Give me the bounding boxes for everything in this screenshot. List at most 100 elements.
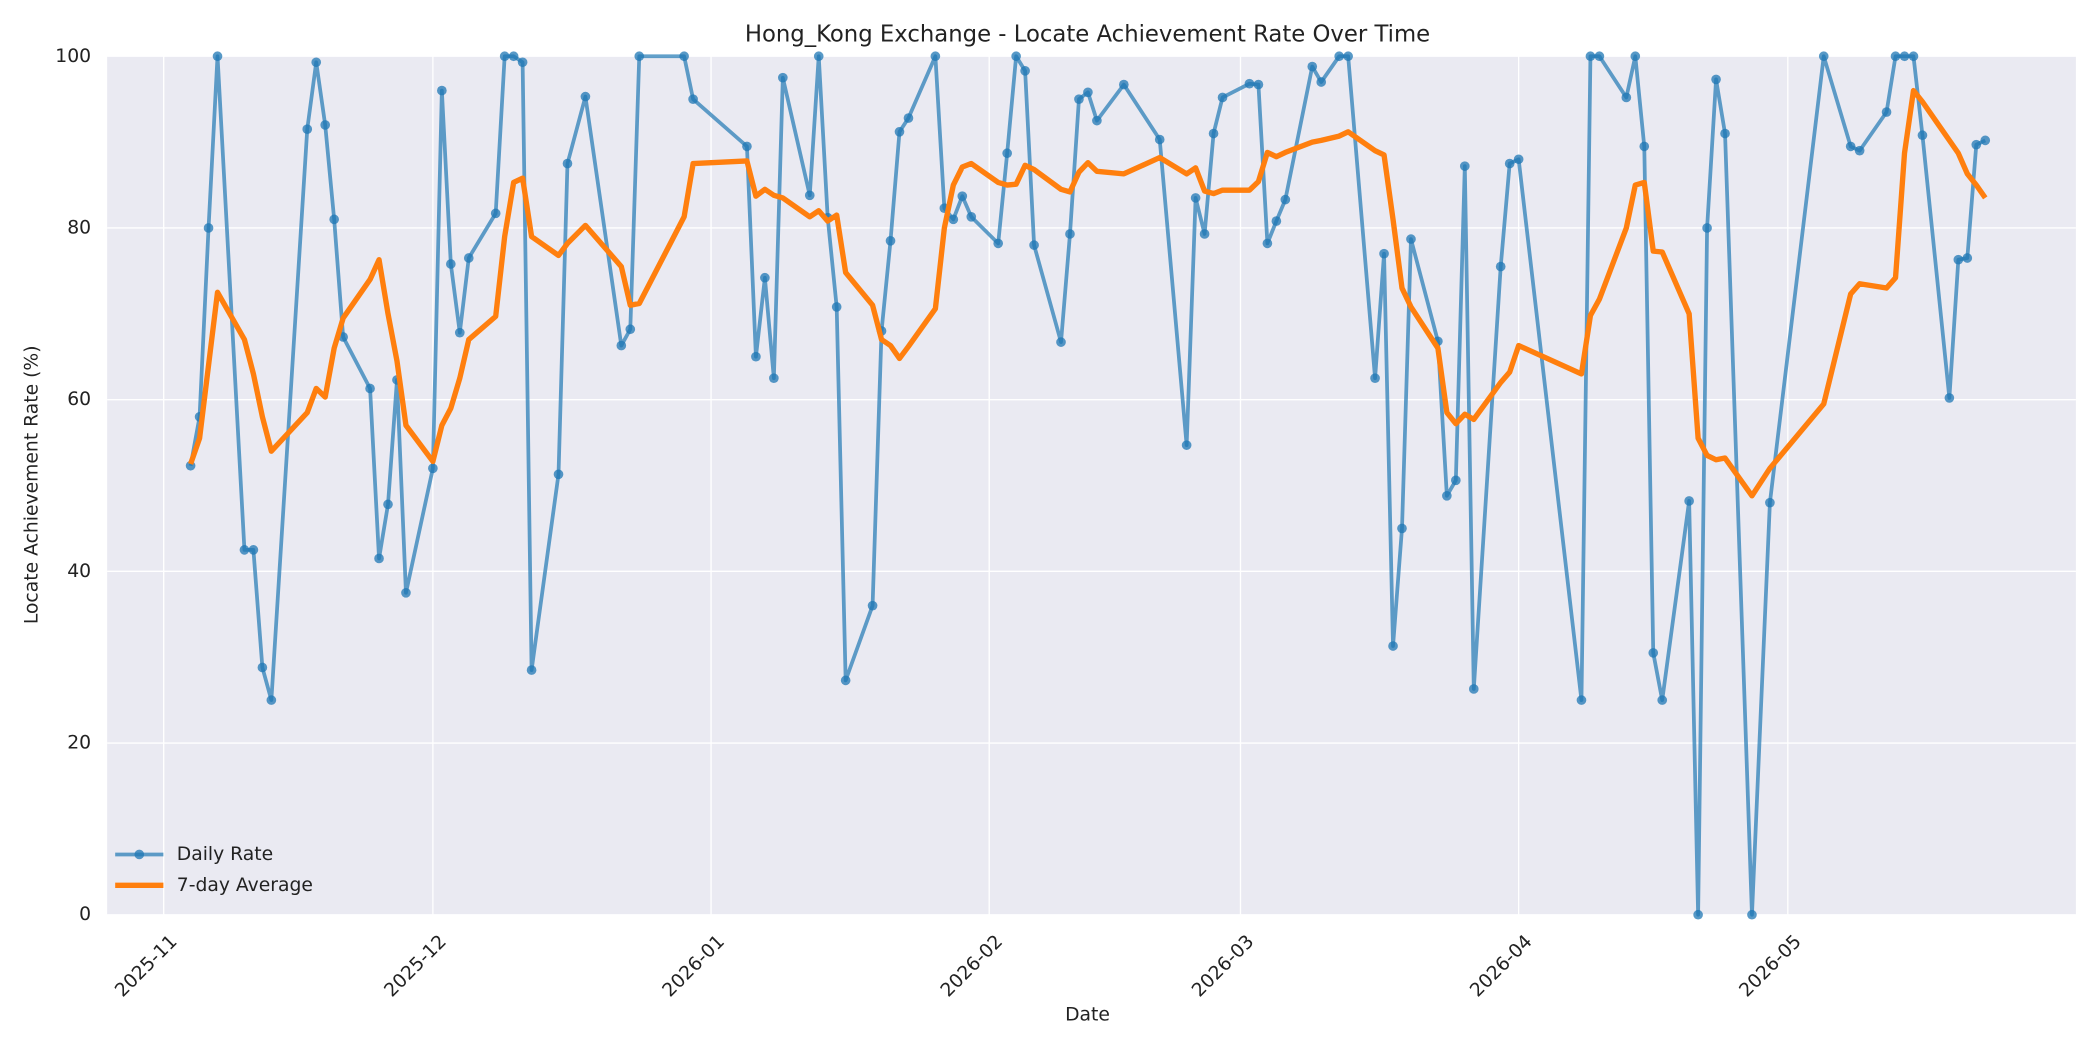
data-point [1702,223,1712,233]
data-point [1899,51,1910,62]
data-point [203,223,214,233]
data-point [1442,490,1452,501]
x-tick-label: 2026-03 [1188,931,1258,1001]
data-point [751,351,761,362]
legend-label: Daily Rate [177,844,273,865]
data-point [1576,695,1587,705]
data-point [1468,684,1479,694]
data-point [1881,107,1892,117]
data-point [1513,154,1524,165]
x-tick-label: 2026-02 [937,931,1007,1001]
data-point [903,113,914,123]
data-point [499,51,510,62]
data-point [401,587,411,598]
data-point [1908,51,1919,62]
data-point [1594,51,1605,62]
data-point [1253,79,1264,90]
data-point [1962,253,1973,263]
data-point [1854,145,1865,156]
data-point [1379,248,1389,259]
data-point [804,190,815,201]
data-point [365,383,375,394]
data-point [1370,373,1380,384]
data-point [1657,695,1668,705]
data-point [239,545,250,555]
data-point [867,600,878,611]
data-point [1630,51,1641,62]
data-point [257,662,268,673]
data-point [1199,229,1210,239]
data-point [616,340,627,351]
data-point [311,57,322,68]
data-point [446,259,456,269]
data-point [1684,496,1694,506]
x-tick-label: 2026-04 [1466,931,1536,1001]
data-point [1056,337,1066,347]
data-point [1020,66,1030,76]
data-point [302,124,313,135]
data-point [1397,523,1407,534]
x-axis-label: Date [1065,1005,1110,1026]
data-point [454,327,465,338]
data-point [894,126,905,137]
data-point [1334,51,1345,62]
y-tick-label: 100 [55,46,91,67]
data-point [1271,216,1282,226]
data-point [329,214,339,225]
data-point [634,51,645,62]
data-point [526,665,537,675]
y-tick-label: 80 [67,217,91,238]
data-point [813,51,824,62]
data-point [1190,193,1201,203]
data-point [1388,641,1398,651]
data-point [957,191,968,202]
y-tick-label: 20 [67,733,91,754]
x-tick-label: 2026-05 [1736,931,1806,1001]
data-point [1154,134,1165,145]
data-point [1585,51,1596,62]
y-axis-label: Locate Achievement Rate (%) [22,345,43,624]
data-point [760,272,770,283]
data-point [1316,77,1327,87]
chart-title: Hong_Kong Exchange - Locate Achievement … [745,21,1430,47]
data-point [266,695,277,705]
data-point [1083,87,1093,98]
data-point [1720,128,1730,139]
y-tick-label: 0 [79,904,91,925]
data-point [1953,254,1964,265]
data-point [1971,139,1982,150]
data-point [1262,238,1273,249]
data-point [840,675,851,686]
data-point [688,94,698,104]
x-tick-label: 2025-12 [381,931,451,1001]
data-point [1011,51,1021,62]
data-point [831,302,842,312]
data-point [1181,440,1192,450]
data-point [383,499,393,510]
data-point [930,51,941,62]
data-point [769,373,779,384]
data-point [1244,78,1255,89]
data-point [1208,128,1219,139]
data-point [993,238,1004,249]
legend-marker [134,849,145,860]
data-point [1119,79,1129,90]
data-point [1890,51,1901,62]
data-point [625,324,636,335]
data-point [1944,393,1955,403]
data-point [1648,648,1659,658]
plot [185,51,1991,920]
legend-label: 7-day Average [177,875,313,896]
data-point [553,469,564,480]
y-tick-label: 40 [67,561,91,582]
data-point [1765,497,1775,508]
data-point [1711,74,1721,85]
data-point [966,211,977,222]
data-point [1639,141,1650,152]
data-point [1002,148,1012,159]
data-point [437,85,447,96]
data-point [679,51,689,62]
data-point [508,51,519,62]
data-point [212,51,223,62]
